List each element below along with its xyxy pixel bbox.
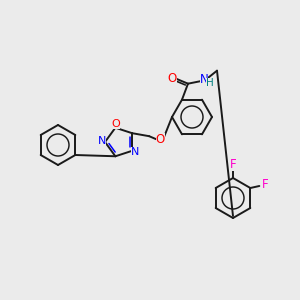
Text: N: N: [131, 147, 139, 157]
Text: N: N: [200, 73, 208, 86]
Text: F: F: [262, 178, 268, 191]
Text: O: O: [167, 72, 177, 85]
Text: F: F: [230, 158, 236, 170]
Text: N: N: [98, 136, 106, 146]
Text: O: O: [155, 133, 165, 146]
Text: O: O: [111, 119, 120, 129]
Text: H: H: [206, 78, 214, 88]
